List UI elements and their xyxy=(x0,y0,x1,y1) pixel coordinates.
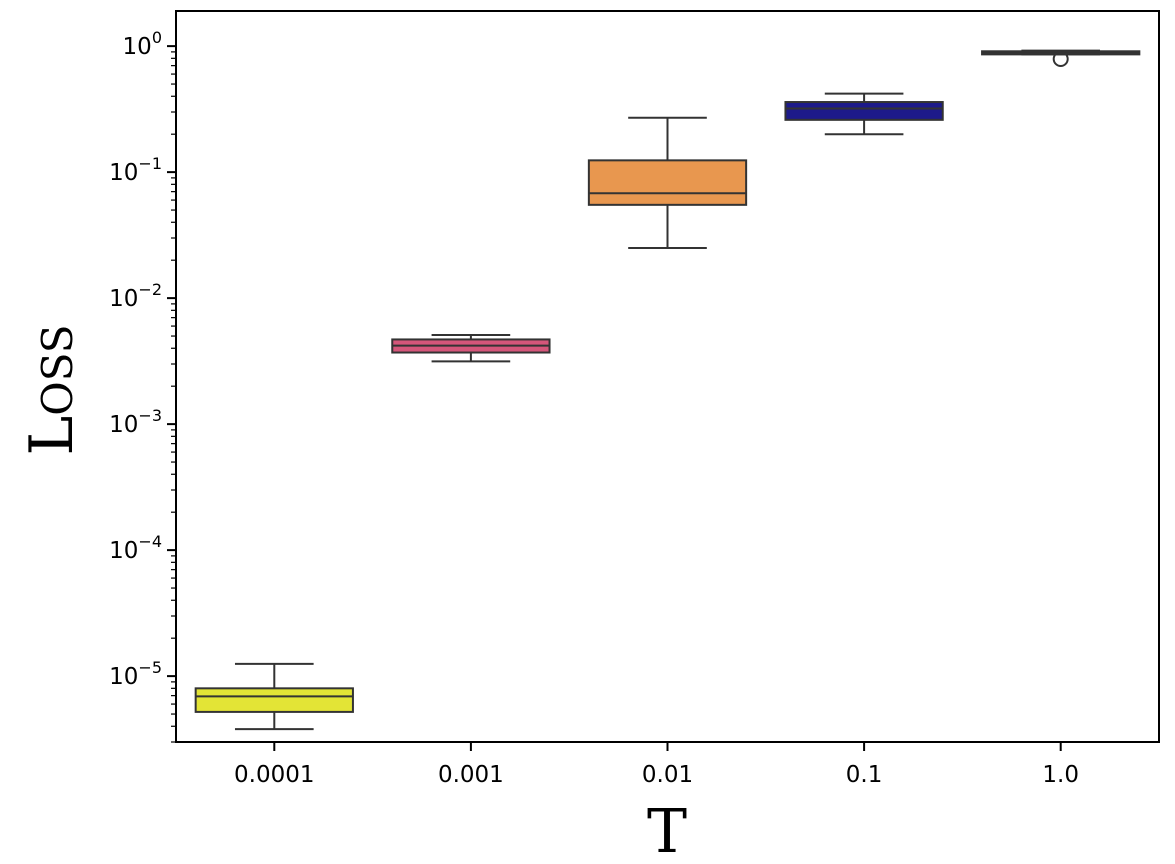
y-axis: 10−5 10−4 10−3 10−2 10−1 100 xyxy=(109,28,176,743)
y-tick-label: 10−1 xyxy=(109,154,162,186)
box-0.001 xyxy=(391,333,551,363)
plot-frame xyxy=(175,10,1160,743)
y-tick-label: 10−4 xyxy=(109,532,162,564)
box-0.01 xyxy=(587,116,748,249)
iqr-box xyxy=(784,101,944,121)
outlier-point xyxy=(1052,51,1069,68)
box-0.1 xyxy=(784,92,944,136)
box-0.0001 xyxy=(194,662,354,731)
y-tick-label: 10−3 xyxy=(109,406,162,438)
x-tick-label: 0.0001 xyxy=(234,762,314,788)
x-axis-title: T xyxy=(647,797,687,864)
x-tick-label: 0.01 xyxy=(642,762,693,788)
y-tick-label: 100 xyxy=(123,28,162,60)
y-axis-title: Loss xyxy=(17,324,87,455)
y-tick-label: 10−2 xyxy=(109,280,162,312)
x-tick-label: 1.0 xyxy=(1042,762,1079,788)
y-tick-label: 10−5 xyxy=(109,658,162,690)
iqr-box xyxy=(194,687,354,713)
box-1.0 xyxy=(981,49,1141,68)
iqr-box xyxy=(587,159,748,206)
x-tick-label: 0.001 xyxy=(438,762,504,788)
boxes-layer xyxy=(194,49,1141,731)
x-tick-label: 0.1 xyxy=(846,762,883,788)
x-axis: 0.0001 0.001 0.01 0.1 1.0 xyxy=(234,742,1079,788)
